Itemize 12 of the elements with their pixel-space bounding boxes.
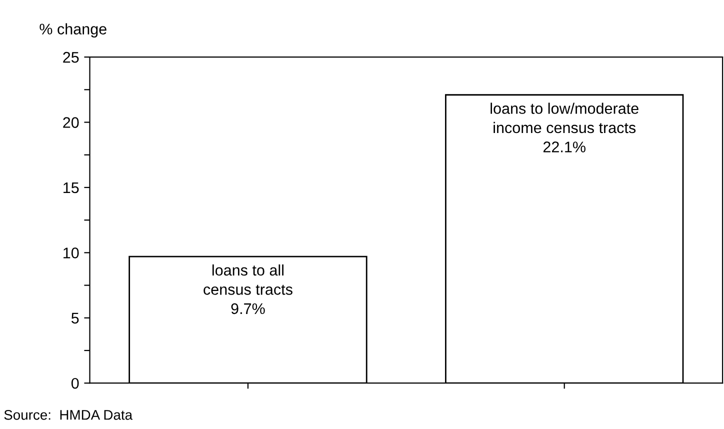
data-label: 22.1% <box>543 142 586 152</box>
x-tick-label: loans to all census tracts <box>204 264 292 295</box>
y-tick-label: 10 <box>64 248 79 258</box>
y-tick-label: 15 <box>64 182 79 194</box>
y-tick-label: 5 <box>71 312 79 324</box>
x-tick-label: loans to low/moderate income census tracts <box>490 102 638 134</box>
y-axis-title: % change <box>40 23 106 38</box>
y-tick-label: 20 <box>63 117 79 128</box>
data-label: 9.7% <box>231 303 265 314</box>
y-tick-label: 0 <box>71 378 79 389</box>
y-tick-label: 25 <box>63 52 79 63</box>
source-note: Source: HMDA Data <box>4 410 133 420</box>
